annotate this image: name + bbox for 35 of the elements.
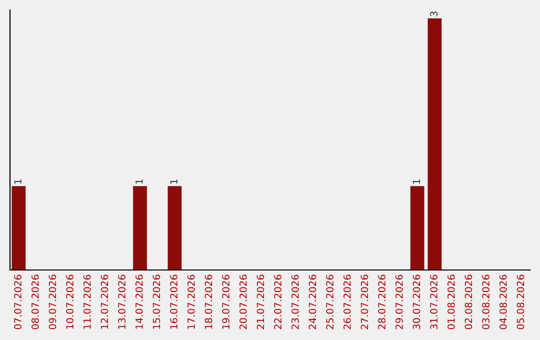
data-label: 1 xyxy=(14,179,22,184)
x-tick-label: 28.07.2026 xyxy=(378,274,386,330)
x-tick-label: 09.07.2026 xyxy=(48,274,56,330)
x-tick-label: 13.07.2026 xyxy=(118,274,126,329)
x-tick-label: 08.07.2026 xyxy=(31,274,39,330)
x-tick-label: 31.07.2026 xyxy=(430,274,438,330)
x-tick-label: 21.07.2026 xyxy=(256,274,264,330)
data-label: 1 xyxy=(412,179,420,184)
x-tick-label: 20.07.2026 xyxy=(239,274,247,330)
data-label: 1 xyxy=(136,179,143,184)
x-tick-label: 04.08.2026 xyxy=(499,274,507,330)
x-tick-label: 27.07.2026 xyxy=(360,274,368,330)
x-tick-label: 19.07.2026 xyxy=(222,274,230,329)
x-tick-label: 30.07.2026 xyxy=(412,274,420,330)
data-label: 3 xyxy=(430,12,438,16)
x-tick-label: 26.07.2026 xyxy=(343,274,351,330)
x-tick-label: 11.07.2026 xyxy=(83,274,91,329)
x-tick-label: 10.07.2026 xyxy=(66,274,74,329)
x-tick-label: 03.08.2026 xyxy=(482,274,490,330)
x-tick-label: 22.07.2026 xyxy=(274,274,282,330)
x-tick-label: 02.08.2026 xyxy=(464,274,472,330)
x-tick-label: 01.08.2026 xyxy=(447,274,455,330)
x-tick-label: 07.07.2026 xyxy=(14,274,22,330)
x-tick-label: 29.07.2026 xyxy=(395,274,403,330)
x-tick-label: 18.07.2026 xyxy=(204,274,212,329)
x-tick-label: 15.07.2026 xyxy=(152,274,160,329)
x-tick-label: 23.07.2026 xyxy=(291,274,299,330)
x-tick-label: 14.07.2026 xyxy=(135,274,143,329)
x-tick-label: 25.07.2026 xyxy=(326,274,334,330)
x-tick-label: 24.07.2026 xyxy=(308,274,316,330)
data-label: 1 xyxy=(170,179,178,184)
x-tick-label: 05.08.2026 xyxy=(516,274,524,330)
x-tick-label: 17.07.2026 xyxy=(187,274,195,329)
x-tick-label: 16.07.2026 xyxy=(170,274,178,329)
x-tick-label: 12.07.2026 xyxy=(100,274,108,329)
